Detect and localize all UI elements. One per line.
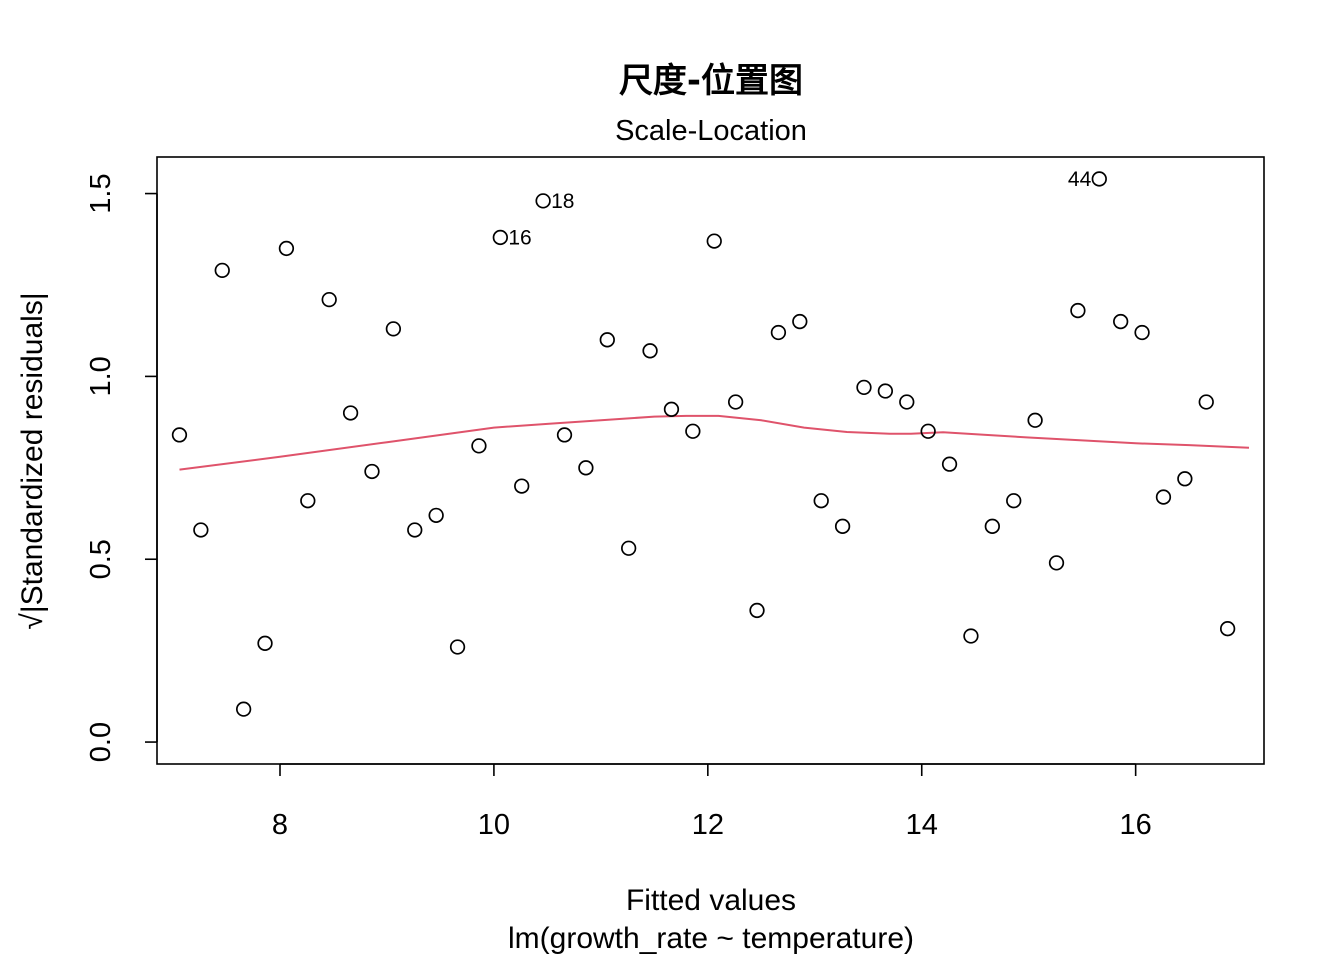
y-tick-label: 0.0 [85,722,117,762]
data-point [1219,621,1236,637]
data-point [1027,412,1043,428]
data-point [535,193,551,209]
x-tick-label: 8 [272,809,288,841]
point-label: 16 [508,226,531,249]
smooth-line [179,414,1250,471]
data-point [963,628,979,644]
data-point [1113,313,1129,330]
y-tick-label: 1.0 [85,356,117,396]
data-point [342,405,359,421]
data-point [578,460,594,476]
data-point [278,240,295,257]
data-point [1134,324,1150,341]
data-point [899,394,915,410]
point-labels-group: 16 18 44 [508,168,1091,250]
data-point [193,522,209,538]
x-tick-label: 14 [906,809,938,841]
data-point [984,518,1000,534]
data-point [407,522,423,538]
chart-title: 尺度-位置图 [619,61,803,101]
x-axis-label: Fitted values [626,884,796,917]
x-axis: 8 10 12 14 16 [272,763,1152,841]
data-point [1177,471,1193,487]
data-point [214,262,230,279]
points-group [171,171,1236,717]
data-point [364,463,380,480]
data-point [770,324,787,341]
data-point [1198,394,1214,410]
data-point [1006,493,1022,509]
point-label: 44 [1068,168,1092,191]
data-point [663,401,680,417]
x-axis-sublabel: lm(growth_rate ~ temperature) [508,922,914,955]
data-point [471,438,487,454]
data-point [792,313,808,330]
data-point [599,332,615,348]
point-label: 18 [551,190,574,213]
data-point [1155,489,1172,505]
data-point [257,635,273,651]
y-axis-label: √|Standardized residuals| [16,292,49,629]
data-point [856,379,872,396]
data-point [685,423,701,439]
data-point [235,701,252,717]
data-point [385,321,402,337]
data-point [1070,302,1086,319]
y-tick-label: 1.5 [85,173,117,213]
x-tick-label: 16 [1120,809,1152,841]
x-tick-label: 10 [478,809,510,841]
x-tick-label: 12 [692,809,724,841]
data-point [834,518,851,534]
data-point [556,427,573,443]
data-point [321,291,337,308]
data-point [449,639,466,655]
data-point [492,229,508,246]
chart-subtitle: Scale-Location [615,115,807,147]
data-point [642,343,658,359]
data-point [171,427,188,443]
data-point [1091,171,1107,187]
y-axis: 0.0 0.5 1.0 1.5 [85,173,158,762]
y-tick-label: 0.5 [85,539,117,579]
data-point [920,423,936,439]
data-point [749,602,765,619]
data-point [428,507,444,523]
data-point [621,540,637,556]
data-point [1048,555,1065,571]
data-point [941,456,958,472]
data-point [514,478,530,494]
plot-frame [156,156,1265,765]
data-point [706,233,722,249]
data-point [727,394,744,410]
data-point [300,493,316,509]
data-point [813,493,829,509]
data-point [877,383,894,399]
